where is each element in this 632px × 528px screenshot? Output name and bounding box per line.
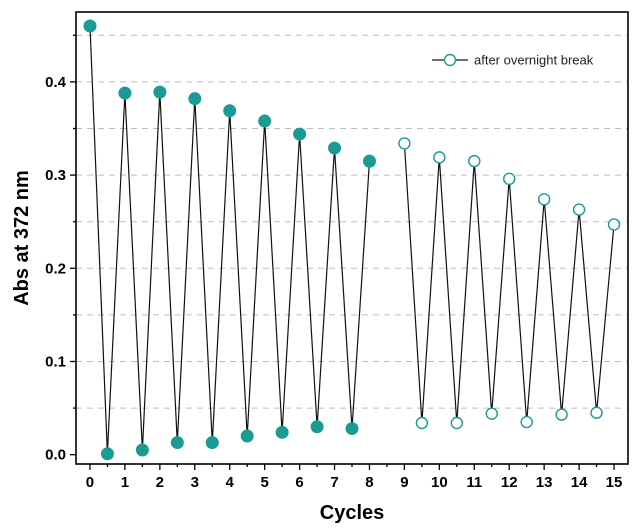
data-point bbox=[240, 429, 254, 443]
x-axis-label: Cycles bbox=[320, 502, 385, 524]
data-point bbox=[328, 141, 342, 155]
data-point bbox=[310, 420, 324, 434]
x-tick-label: 8 bbox=[365, 474, 373, 491]
data-point bbox=[170, 436, 184, 450]
plot-frame bbox=[75, 11, 629, 465]
data-point bbox=[205, 436, 219, 450]
x-tick-label: 6 bbox=[295, 474, 303, 491]
series-line-1 bbox=[403, 143, 615, 424]
data-point bbox=[398, 137, 411, 150]
data-point bbox=[485, 407, 498, 420]
x-tick-label: 4 bbox=[226, 474, 235, 491]
x-tick-label: 3 bbox=[191, 474, 199, 491]
x-tick-label: 10 bbox=[431, 474, 448, 491]
legend: after overnight break bbox=[432, 53, 594, 68]
y-tick-label: 0.2 bbox=[45, 260, 66, 277]
data-point bbox=[118, 86, 132, 100]
data-point bbox=[258, 114, 272, 128]
ticks: 0.00.10.20.30.40 1 2 3 4 5 6 7 8 9 10 11 12 13 14 15 bbox=[45, 34, 623, 491]
x-tick-label: 7 bbox=[330, 474, 338, 491]
x-tick-label: 12 bbox=[501, 474, 518, 491]
x-tick-label: 14 bbox=[571, 474, 588, 491]
data-point bbox=[503, 172, 516, 186]
data-point bbox=[83, 19, 97, 33]
data-point bbox=[468, 154, 481, 168]
x-tick-label: 15 bbox=[606, 474, 623, 491]
x-tick-label: 13 bbox=[536, 474, 553, 491]
y-tick-label: 0.1 bbox=[45, 353, 66, 370]
y-axis-label: Abs at 372 nm bbox=[11, 170, 33, 306]
data-point bbox=[415, 416, 429, 430]
series-lines bbox=[89, 25, 615, 454]
data-point bbox=[362, 154, 376, 168]
data-point bbox=[590, 406, 603, 419]
data-point bbox=[135, 443, 149, 457]
legend-label: after overnight break bbox=[474, 53, 594, 68]
data-point bbox=[223, 104, 237, 118]
x-tick-label: 0 bbox=[86, 474, 94, 491]
legend-marker bbox=[443, 53, 457, 67]
data-point bbox=[572, 203, 586, 216]
y-tick-label: 0.0 bbox=[45, 447, 66, 464]
x-tick-label: 2 bbox=[156, 474, 164, 491]
data-point bbox=[520, 415, 533, 429]
data-point bbox=[275, 425, 289, 439]
series-line-0 bbox=[89, 25, 371, 454]
data-point bbox=[188, 92, 202, 106]
data-point bbox=[537, 193, 551, 206]
data-point bbox=[153, 85, 167, 99]
y-tick-label: 0.3 bbox=[45, 167, 66, 184]
data-point bbox=[450, 416, 464, 430]
data-point bbox=[100, 447, 114, 461]
x-tick-label: 5 bbox=[260, 474, 268, 491]
data-point bbox=[345, 422, 359, 436]
x-tick-label: 9 bbox=[400, 474, 408, 491]
data-point bbox=[433, 151, 446, 164]
x-tick-label: 11 bbox=[466, 474, 482, 491]
data-point bbox=[293, 127, 307, 141]
y-tick-label: 0.4 bbox=[45, 74, 67, 91]
data-point bbox=[555, 408, 568, 421]
x-tick-label: 1 bbox=[121, 474, 129, 491]
series-markers bbox=[83, 19, 621, 461]
axes bbox=[75, 11, 629, 465]
data-point bbox=[607, 218, 621, 231]
